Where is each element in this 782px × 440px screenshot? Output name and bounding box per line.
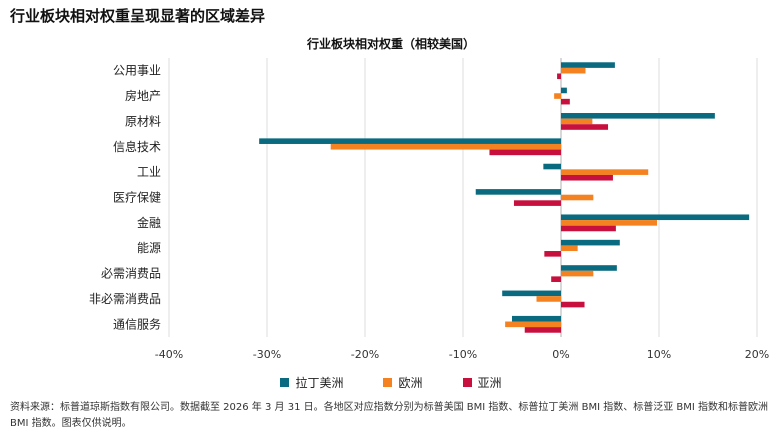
bar-asia	[561, 174, 613, 181]
bar-latin-america	[561, 265, 617, 271]
bar-europe	[554, 93, 561, 99]
chart-legend: 拉丁美洲 欧洲 亚洲	[0, 374, 782, 391]
bar-asia	[561, 301, 585, 308]
category-label: 工业	[137, 165, 161, 179]
bar-asia	[513, 200, 561, 206]
bar-europe	[561, 245, 578, 252]
x-tick-label: -40%	[155, 348, 183, 361]
category-label: 信息技术	[113, 139, 161, 154]
bar-latin-america	[561, 214, 750, 221]
chart-title: 行业板块相对权重（相较美国）	[306, 37, 475, 51]
x-tick-label: 0%	[552, 348, 569, 361]
bar-latin-america	[561, 113, 715, 119]
x-tick-label: -20%	[351, 348, 379, 361]
bar-europe	[561, 67, 586, 74]
bar-europe	[536, 296, 561, 302]
bar-latin-america	[561, 87, 567, 94]
bar-europe	[561, 118, 593, 125]
bar-latin-america	[543, 163, 561, 170]
x-tick-label: 10%	[647, 348, 671, 361]
bar-asia	[557, 73, 561, 80]
category-label: 原材料	[125, 114, 161, 128]
bar-asia	[561, 124, 609, 130]
legend-label-asia: 亚洲	[477, 376, 502, 390]
bar-europe	[330, 143, 561, 150]
bar-europe	[561, 220, 658, 226]
legend-label-europe: 欧洲	[398, 376, 423, 390]
bar-asia	[489, 149, 561, 156]
bar-europe	[561, 169, 649, 175]
legend-swatch-asia	[462, 378, 472, 387]
bar-asia	[561, 225, 616, 232]
category-label: 医疗保健	[113, 191, 161, 205]
legend-item-europe: 欧洲	[383, 374, 423, 391]
bar-asia	[561, 98, 570, 105]
category-label: 能源	[137, 241, 161, 255]
bar-latin-america	[561, 239, 620, 246]
bar-europe	[561, 194, 594, 201]
bar-europe	[561, 270, 594, 277]
bar-chart: -40% -30% -20% -10% 0% 10% 20% 公用事业房地产原材料信息技术工业…	[89, 58, 769, 361]
category-label: 公用事业	[113, 64, 161, 78]
category-label: 金融	[137, 215, 161, 230]
category-label: 房地产	[125, 88, 161, 103]
category-label: 非必需消费品	[89, 292, 161, 306]
legend-item-latin-america: 拉丁美洲	[280, 374, 343, 391]
bar-asia	[524, 327, 561, 333]
legend-item-asia: 亚洲	[462, 374, 502, 391]
bar-latin-america	[502, 290, 561, 297]
legend-label-latin-america: 拉丁美洲	[295, 376, 344, 390]
bar-europe	[505, 321, 561, 328]
bar-latin-america	[475, 189, 561, 195]
legend-swatch-latin-america	[280, 378, 290, 387]
x-tick-label: -30%	[253, 348, 281, 361]
category-label: 必需消费品	[101, 267, 161, 281]
source-note: 资料来源：标普道琼斯指数有限公司。数据截至 2026 年 3 月 31 日。各地…	[10, 402, 768, 429]
x-tick-label: -10%	[449, 348, 477, 361]
category-label: 通信服务	[113, 316, 161, 331]
bar-latin-america	[512, 315, 561, 322]
bar-latin-america	[561, 62, 615, 68]
x-tick-label: 20%	[745, 348, 769, 361]
bar-latin-america	[259, 138, 561, 144]
bar-asia	[544, 251, 561, 257]
legend-swatch-europe	[383, 378, 393, 387]
bar-asia	[551, 276, 561, 282]
page-title: 行业板块相对权重呈现显著的区域差异	[10, 7, 266, 25]
